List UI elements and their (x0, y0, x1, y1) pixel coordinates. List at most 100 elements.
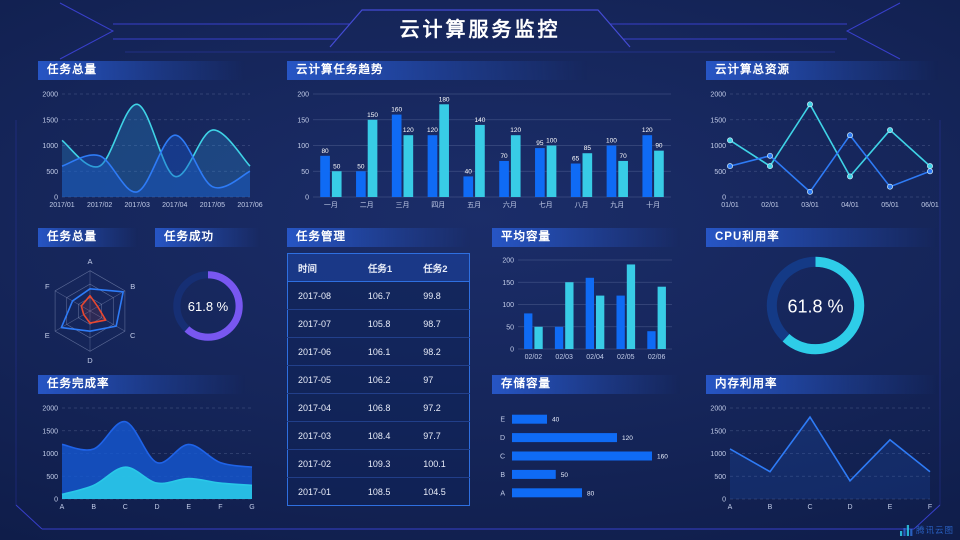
svg-text:100: 100 (546, 138, 557, 145)
logo-bars-icon (899, 524, 913, 536)
svg-text:160: 160 (391, 107, 402, 114)
svg-text:2017/05: 2017/05 (200, 202, 225, 209)
svg-text:0: 0 (722, 195, 726, 202)
panel-title-task-total-radar: 任务总量 (38, 228, 138, 247)
cpu-util-gauge-chart: 61.8 % (766, 256, 865, 355)
svg-text:A: A (500, 490, 505, 497)
svg-text:G: G (249, 504, 254, 511)
task-total-radar-chart: A B C D E F (45, 257, 136, 365)
svg-text:2017/02: 2017/02 (87, 202, 112, 209)
table-row: 2017-05 106.2 97 (287, 365, 470, 394)
svg-text:100: 100 (297, 143, 309, 150)
table-header-cell: 任务1 (367, 263, 393, 275)
table-cell: 97.2 (423, 402, 441, 413)
svg-text:C: C (807, 504, 812, 511)
table-row: 2017-01 108.5 104.5 (287, 477, 470, 506)
svg-text:0: 0 (722, 497, 726, 504)
svg-text:95: 95 (536, 140, 544, 147)
svg-text:200: 200 (297, 92, 309, 99)
svg-text:A: A (87, 257, 92, 266)
svg-text:2000: 2000 (710, 92, 726, 99)
table-cell: 2017-03 (298, 430, 332, 441)
table-cell: 106.7 (367, 290, 391, 301)
svg-text:五月: 五月 (467, 201, 481, 209)
table-header-row: 时间 任务1 任务2 (287, 253, 470, 282)
svg-text:D: D (87, 356, 93, 365)
svg-text:50: 50 (357, 163, 365, 170)
table-cell: 97.7 (423, 430, 441, 441)
svg-text:1000: 1000 (42, 143, 58, 150)
table-row: 2017-04 106.8 97.2 (287, 393, 470, 422)
svg-text:2017/04: 2017/04 (162, 202, 187, 209)
svg-text:D: D (154, 504, 159, 511)
panel-title-cloud-task-trend: 云计算任务趋势 (287, 61, 587, 80)
svg-text:七月: 七月 (539, 200, 553, 209)
panel-title-task-table: 任务管理 (287, 228, 470, 247)
svg-text:85: 85 (584, 145, 592, 152)
panel-title-avg-capacity: 平均容量 (492, 228, 680, 247)
svg-text:二月: 二月 (360, 201, 374, 209)
svg-text:F: F (928, 504, 932, 511)
svg-text:2017/06: 2017/06 (237, 202, 262, 209)
svg-text:E: E (186, 504, 191, 511)
svg-text:D: D (847, 504, 852, 511)
svg-text:九月: 九月 (610, 200, 624, 209)
svg-text:1500: 1500 (710, 428, 726, 435)
svg-text:03/01: 03/01 (801, 202, 819, 209)
svg-text:160: 160 (657, 454, 668, 461)
svg-text:70: 70 (500, 153, 508, 160)
table-cell: 100.1 (423, 458, 446, 469)
svg-text:B: B (500, 472, 505, 479)
panel-title-cpu-util: CPU利用率 (706, 228, 938, 247)
svg-text:500: 500 (46, 474, 58, 481)
svg-text:0: 0 (54, 195, 58, 202)
svg-text:1500: 1500 (710, 117, 726, 124)
table-cell: 97 (423, 374, 434, 385)
svg-text:B: B (130, 282, 135, 291)
table-cell: 2017-05 (298, 374, 332, 385)
svg-text:02/02: 02/02 (525, 354, 543, 361)
svg-text:六月: 六月 (503, 200, 517, 209)
svg-text:E: E (45, 331, 50, 340)
table-row: 2017-08 106.7 99.8 (288, 282, 470, 310)
svg-text:100: 100 (606, 138, 617, 145)
svg-text:500: 500 (46, 169, 58, 176)
svg-text:50: 50 (561, 472, 569, 479)
task-success-gauge-chart: 61.8 % (173, 271, 243, 341)
svg-text:02/04: 02/04 (586, 354, 604, 361)
svg-text:500: 500 (714, 474, 726, 481)
svg-text:120: 120 (642, 127, 653, 134)
svg-text:2000: 2000 (42, 92, 58, 99)
svg-text:02/01: 02/01 (761, 202, 779, 209)
table-cell: 108.5 (367, 486, 391, 497)
svg-text:A: A (728, 504, 733, 511)
svg-text:0: 0 (54, 497, 58, 504)
svg-text:04/01: 04/01 (841, 202, 859, 209)
svg-text:F: F (45, 282, 50, 291)
table-cell: 104.5 (423, 486, 446, 497)
table-cell: 98.2 (423, 346, 441, 357)
logo-text: 腾讯云图 (915, 525, 954, 535)
svg-text:100: 100 (502, 302, 514, 309)
panel-title-task-total-line: 任务总量 (38, 61, 245, 80)
table-cell: 2017-07 (298, 318, 332, 329)
avg-capacity-chart: 0 50 100 150 200 02/02 02/03 02/04 02/05 02/06 (502, 258, 672, 361)
svg-text:四月: 四月 (431, 201, 445, 209)
svg-text:140: 140 (475, 117, 486, 124)
table-header-cell: 时间 (298, 263, 318, 275)
svg-text:05/01: 05/01 (881, 202, 899, 209)
memory-util-chart: 0 500 1000 1500 2000 A B C D E F (710, 406, 932, 512)
svg-text:50: 50 (301, 169, 309, 176)
svg-text:70: 70 (620, 153, 628, 160)
table-cell: 2017-01 (298, 486, 332, 497)
table-cell: 106.1 (367, 346, 391, 357)
table-header-cell: 任务2 (423, 263, 448, 275)
table-row: 2017-03 108.4 97.7 (287, 421, 470, 450)
svg-text:三月: 三月 (396, 201, 410, 209)
svg-text:02/05: 02/05 (617, 354, 635, 361)
svg-text:E: E (500, 417, 505, 424)
svg-text:02/03: 02/03 (555, 354, 573, 361)
svg-text:C: C (130, 331, 136, 340)
svg-text:一月: 一月 (324, 201, 338, 209)
